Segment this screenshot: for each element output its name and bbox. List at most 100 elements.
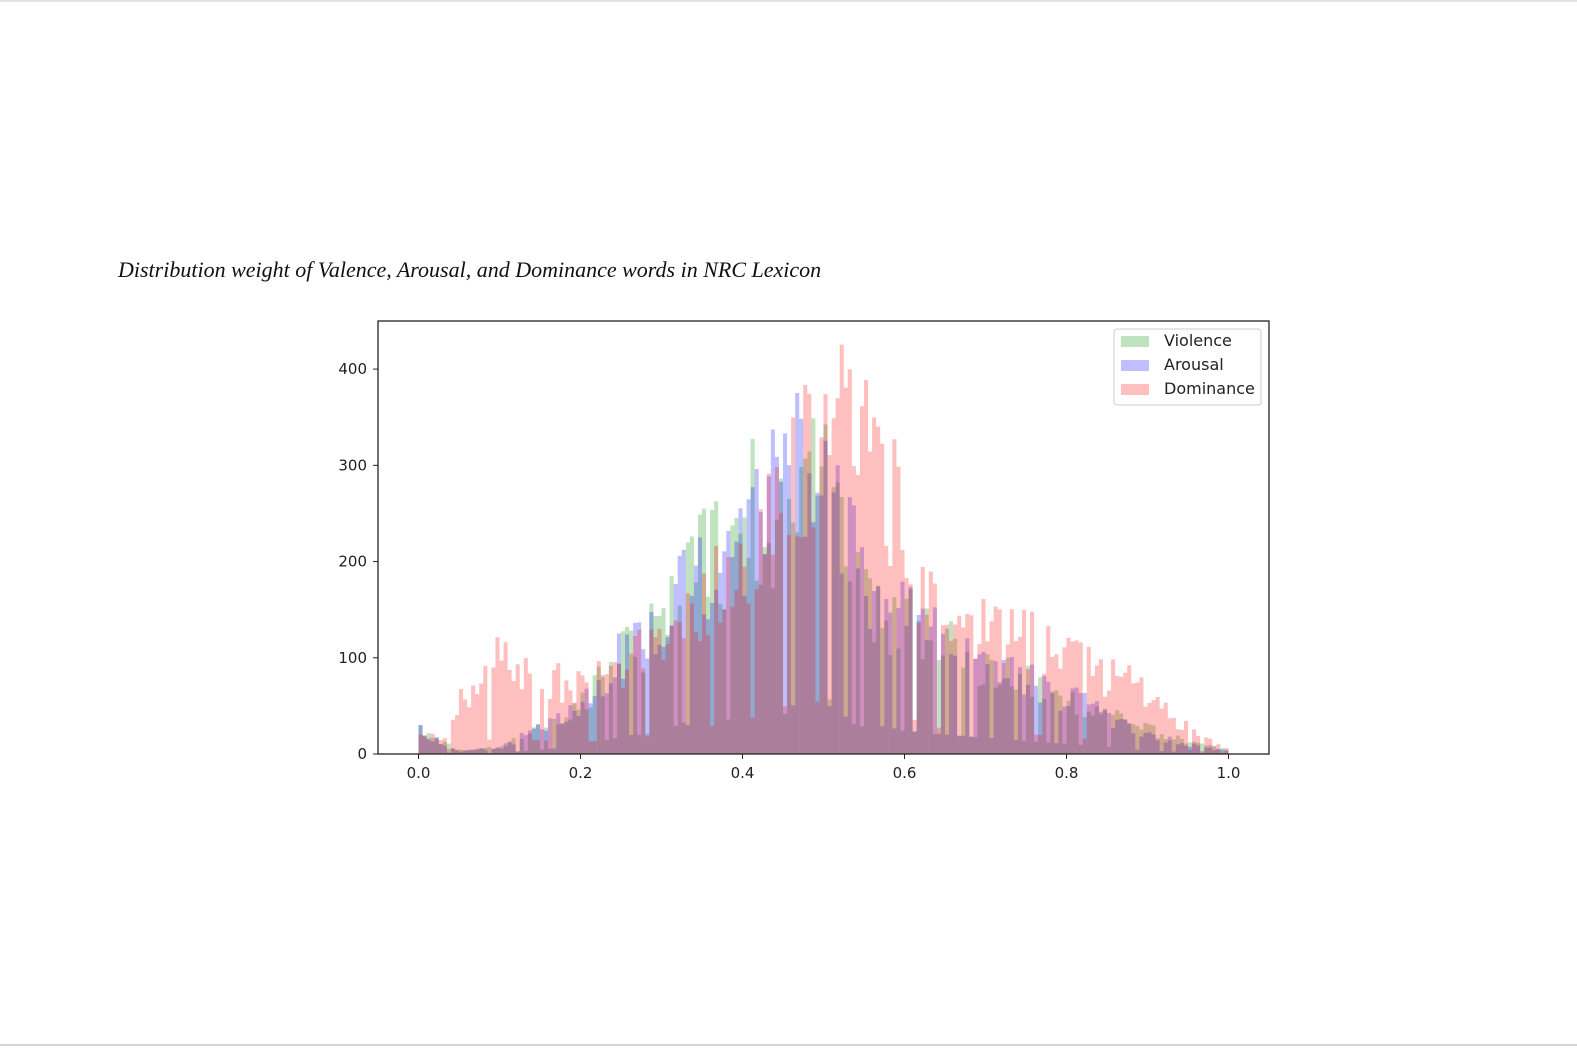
bar (1175, 735, 1180, 754)
bar (831, 492, 836, 754)
bar (977, 654, 982, 754)
bar (430, 737, 435, 754)
bar (689, 603, 694, 754)
bar (693, 632, 698, 754)
bar (738, 508, 743, 754)
bar (726, 719, 731, 754)
bar (912, 731, 917, 754)
bar (499, 746, 504, 754)
bar (924, 608, 929, 754)
bar (888, 566, 893, 754)
bar (491, 749, 496, 754)
bar (511, 738, 516, 754)
bar (1094, 706, 1099, 754)
bar (936, 733, 941, 754)
bar (483, 747, 488, 754)
bar (503, 746, 508, 754)
bar (689, 536, 694, 754)
bar (722, 609, 727, 754)
bar (774, 456, 779, 754)
bar (446, 748, 451, 754)
bar (531, 740, 536, 754)
bar (843, 387, 848, 754)
bar (815, 495, 820, 754)
bar (778, 478, 783, 754)
bar (1220, 748, 1225, 754)
bar (1151, 700, 1156, 754)
bar (1188, 749, 1193, 754)
bar (762, 554, 767, 754)
bar (633, 636, 638, 754)
bar (795, 532, 800, 754)
bar (467, 749, 472, 754)
legend-swatch (1121, 360, 1149, 371)
bar (653, 654, 658, 754)
bar (604, 739, 609, 754)
x-tick-label: 0.6 (893, 764, 917, 782)
bar (1188, 746, 1193, 754)
bar (864, 379, 869, 754)
bar (560, 723, 565, 754)
bar (1127, 665, 1132, 754)
bar (815, 492, 820, 754)
bar (1050, 693, 1055, 754)
bar (819, 495, 824, 754)
bar (1082, 717, 1087, 754)
bar (766, 473, 771, 754)
bar (1013, 689, 1018, 754)
bar (616, 633, 621, 754)
bar (746, 499, 751, 754)
x-tick-label: 1.0 (1217, 764, 1241, 782)
bar (989, 659, 994, 754)
bar (600, 696, 605, 754)
bar (669, 576, 674, 754)
bar (1042, 699, 1047, 754)
bar (596, 666, 601, 754)
bar (442, 738, 447, 754)
bar (1123, 672, 1128, 754)
bar (859, 547, 864, 754)
bar (855, 474, 860, 754)
bar (908, 589, 913, 754)
bar (726, 530, 731, 754)
bar (706, 635, 711, 754)
bar (625, 626, 630, 754)
bar (1098, 659, 1103, 754)
bar (1102, 696, 1107, 754)
bar (949, 654, 954, 754)
bar (1082, 738, 1087, 754)
bar (1098, 711, 1103, 754)
bar (471, 685, 476, 754)
bar (916, 622, 921, 754)
bar (568, 690, 573, 754)
bar (422, 735, 427, 754)
bar (1102, 709, 1107, 754)
bar (1139, 736, 1144, 754)
bar (1005, 657, 1010, 754)
bar (580, 701, 585, 754)
bar (588, 703, 593, 754)
bar (1017, 667, 1022, 754)
bar (673, 583, 678, 754)
bar (896, 608, 901, 754)
bar (953, 638, 958, 754)
bar (1135, 726, 1140, 754)
bar (1204, 737, 1209, 754)
bar (993, 661, 998, 754)
bar (1212, 750, 1217, 754)
bar (491, 667, 496, 754)
bar (1143, 722, 1148, 754)
bar (778, 481, 783, 754)
bar (540, 729, 545, 754)
bar (961, 735, 966, 754)
bar (993, 606, 998, 754)
bar (819, 437, 824, 754)
bar (677, 605, 682, 754)
bar (471, 749, 476, 754)
bar (1086, 711, 1091, 754)
bar (621, 678, 626, 754)
bar (924, 640, 929, 754)
bar (742, 566, 747, 754)
bar (1102, 708, 1107, 754)
y-tick-label: 200 (338, 553, 367, 571)
